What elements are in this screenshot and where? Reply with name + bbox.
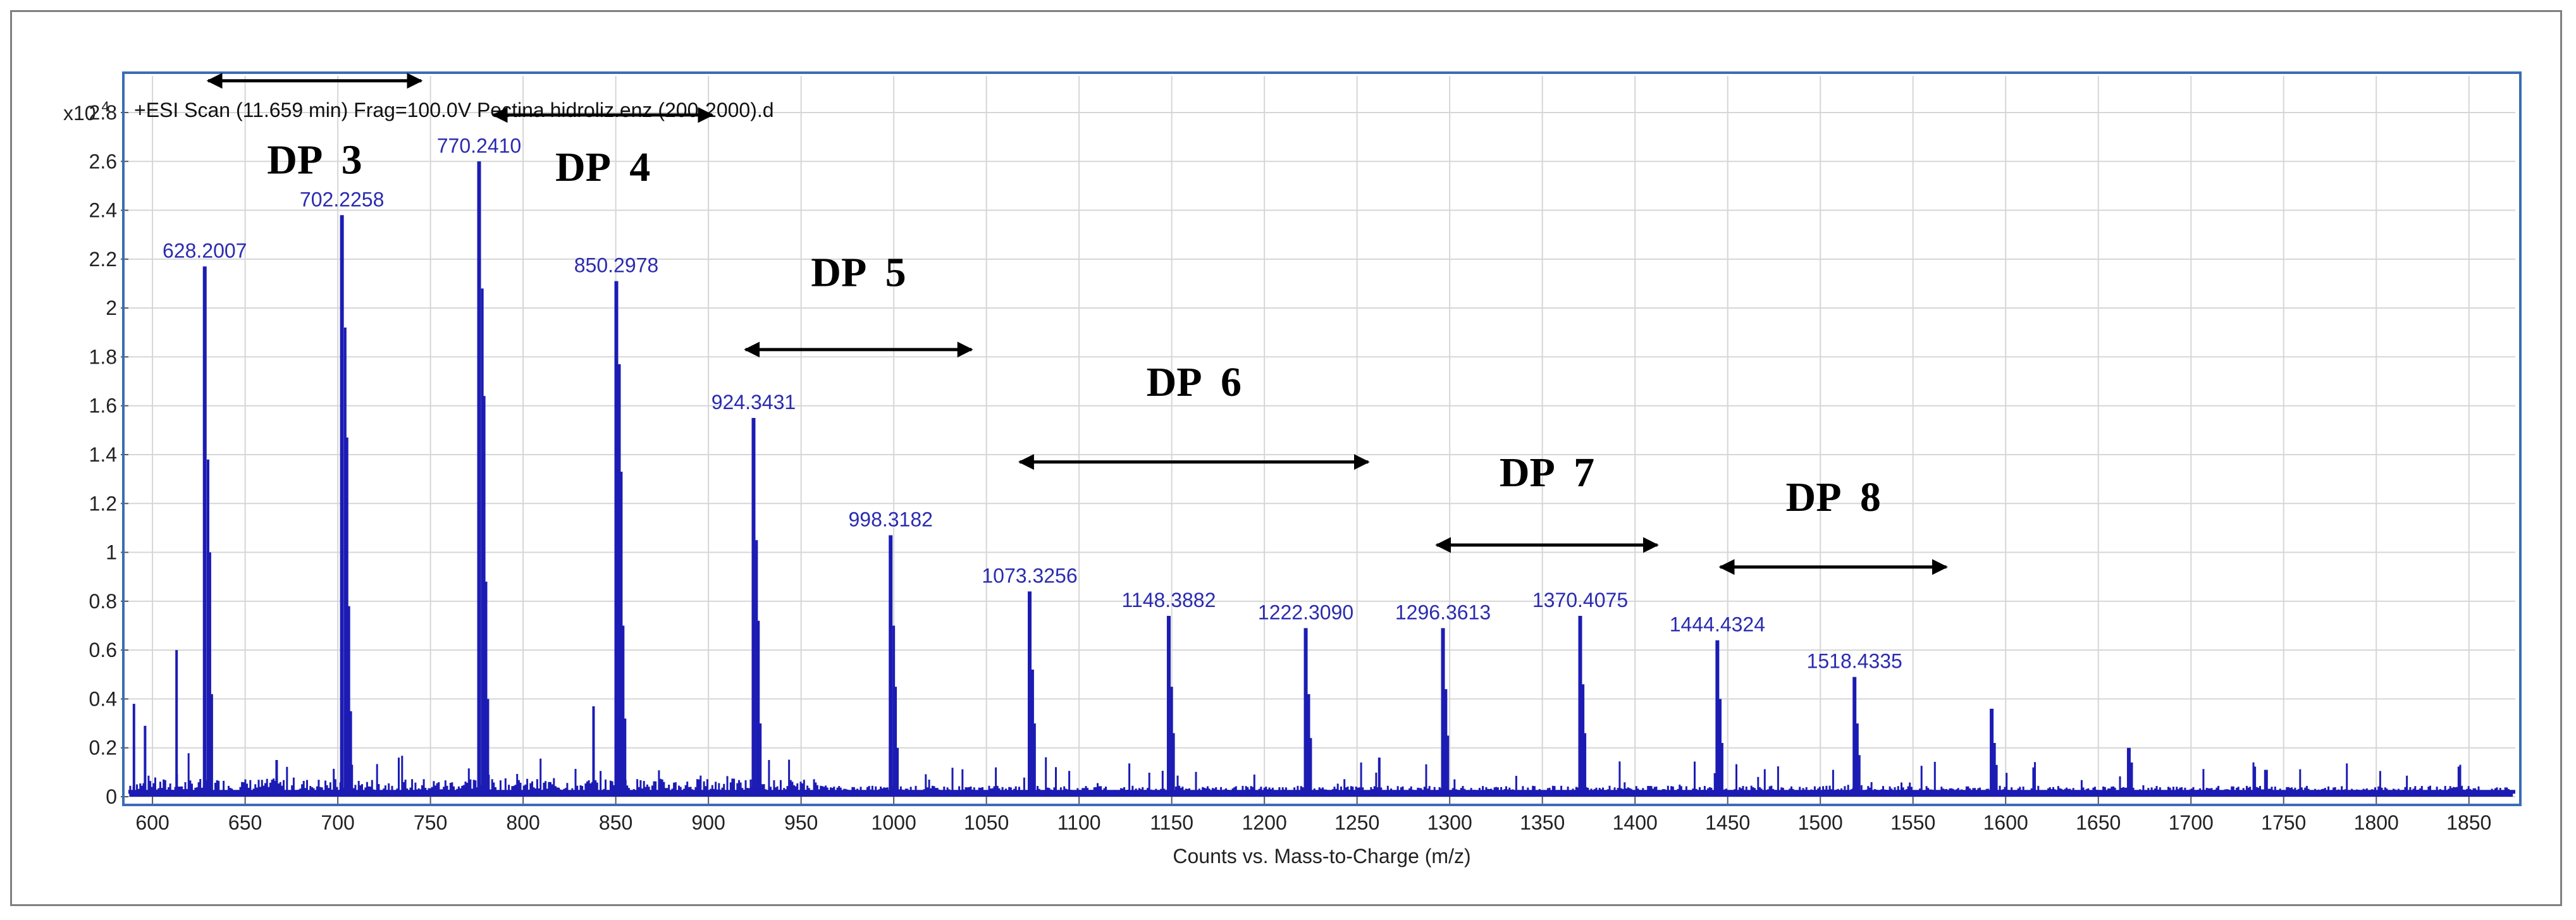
peak-label: 1222.3090 xyxy=(1258,601,1353,623)
dp-label: DP 8 xyxy=(1786,474,1881,520)
peak-label: 998.3182 xyxy=(848,508,932,531)
y-multiplier-exponent: 4 xyxy=(101,99,109,114)
x-tick-label: 1600 xyxy=(1983,811,2028,834)
peak-label: 850.2978 xyxy=(574,254,658,277)
x-tick-label: 1450 xyxy=(1705,811,1750,834)
dp-label: DP 4 xyxy=(555,144,650,190)
peak-label: 770.2410 xyxy=(437,134,521,157)
peak-label: 702.2258 xyxy=(300,188,384,211)
x-tick-label: 1800 xyxy=(2354,811,2399,834)
y-tick-label: 2.6 xyxy=(89,150,117,173)
x-tick-label: 1200 xyxy=(1242,811,1287,834)
dp-label: DP 6 xyxy=(1147,359,1242,405)
axis-layer: 600 650 700 750 800 850 900 950 1000 1050 1100 1150… xyxy=(89,101,2492,834)
x-tick-label: 800 xyxy=(506,811,539,834)
peak-label: 1073.3256 xyxy=(982,564,1077,587)
y-tick-label: 0.8 xyxy=(89,590,117,613)
y-tick-label: 2.4 xyxy=(89,199,117,222)
x-tick-label: 1850 xyxy=(2446,811,2491,834)
y-tick-label: 0.2 xyxy=(89,737,117,759)
y-tick-label: 2.2 xyxy=(89,248,117,271)
x-tick-label: 950 xyxy=(784,811,818,834)
peak-label: 628.2007 xyxy=(163,239,247,262)
x-tick-label: 1000 xyxy=(872,811,916,834)
y-multiplier-base: x10 xyxy=(63,102,96,125)
y-tick-label: 2 xyxy=(106,297,117,319)
x-tick-label: 1150 xyxy=(1150,811,1193,834)
peak-label: 1296.3613 xyxy=(1395,601,1491,623)
x-tick-label: 1550 xyxy=(1890,811,1935,834)
peak-label: 1518.4335 xyxy=(1807,650,1902,673)
x-tick-label: 1750 xyxy=(2261,811,2306,834)
x-tick-label: 1250 xyxy=(1334,811,1379,834)
x-tick-label: 1100 xyxy=(1057,811,1101,834)
x-tick-label: 700 xyxy=(321,811,354,834)
x-tick-label: 1500 xyxy=(1798,811,1843,834)
peak-label: 924.3431 xyxy=(712,391,796,414)
y-axis-multiplier: x10 4 xyxy=(63,99,109,125)
x-tick-label: 1700 xyxy=(2169,811,2214,834)
dp-label: DP 3 xyxy=(267,137,362,183)
dp-annotation-layer: DP 3 DP 4 DP 5 DP 6 DP 7 DP 8 xyxy=(206,73,1948,575)
y-tick-label: 1 xyxy=(106,541,117,564)
peak-label: 1148.3882 xyxy=(1121,589,1216,611)
y-tick-label: 1.2 xyxy=(89,492,117,515)
x-tick-label: 650 xyxy=(228,811,262,834)
peak-label: 1370.4075 xyxy=(1532,589,1628,611)
x-axis-title: Counts vs. Mass-to-Charge (m/z) xyxy=(1173,845,1470,868)
y-tick-label: 1.8 xyxy=(89,345,117,368)
y-tick-label: 2.8 xyxy=(89,101,117,124)
y-tick-label: 0.4 xyxy=(89,687,117,710)
x-tick-label: 1300 xyxy=(1427,811,1472,834)
x-tick-label: 850 xyxy=(599,811,632,834)
y-tick-label: 1.6 xyxy=(89,395,117,417)
peak-layer xyxy=(132,161,2268,797)
peak-label: 1444.4324 xyxy=(1670,613,1765,636)
y-tick-label: 0 xyxy=(106,785,117,808)
peak-label-layer: 628.2007 702.2258 770.2410 850.2978 924.3431… xyxy=(163,134,1902,672)
x-tick-label: 1050 xyxy=(964,811,1009,834)
x-tick-label: 600 xyxy=(135,811,169,834)
y-tick-label: 1.4 xyxy=(89,443,117,466)
x-tick-label: 1400 xyxy=(1613,811,1658,834)
plot-area-border xyxy=(122,71,2522,806)
x-tick-label: 1650 xyxy=(2076,811,2121,834)
dp-label: DP 7 xyxy=(1500,450,1594,496)
dp-label: DP 5 xyxy=(811,249,906,295)
scan-header: +ESI Scan (11.659 min) Frag=100.0V Pecti… xyxy=(134,99,774,121)
y-tick-label: 0.6 xyxy=(89,639,117,661)
x-tick-label: 1350 xyxy=(1520,811,1565,834)
x-tick-label: 750 xyxy=(414,811,447,834)
x-tick-label: 900 xyxy=(691,811,725,834)
